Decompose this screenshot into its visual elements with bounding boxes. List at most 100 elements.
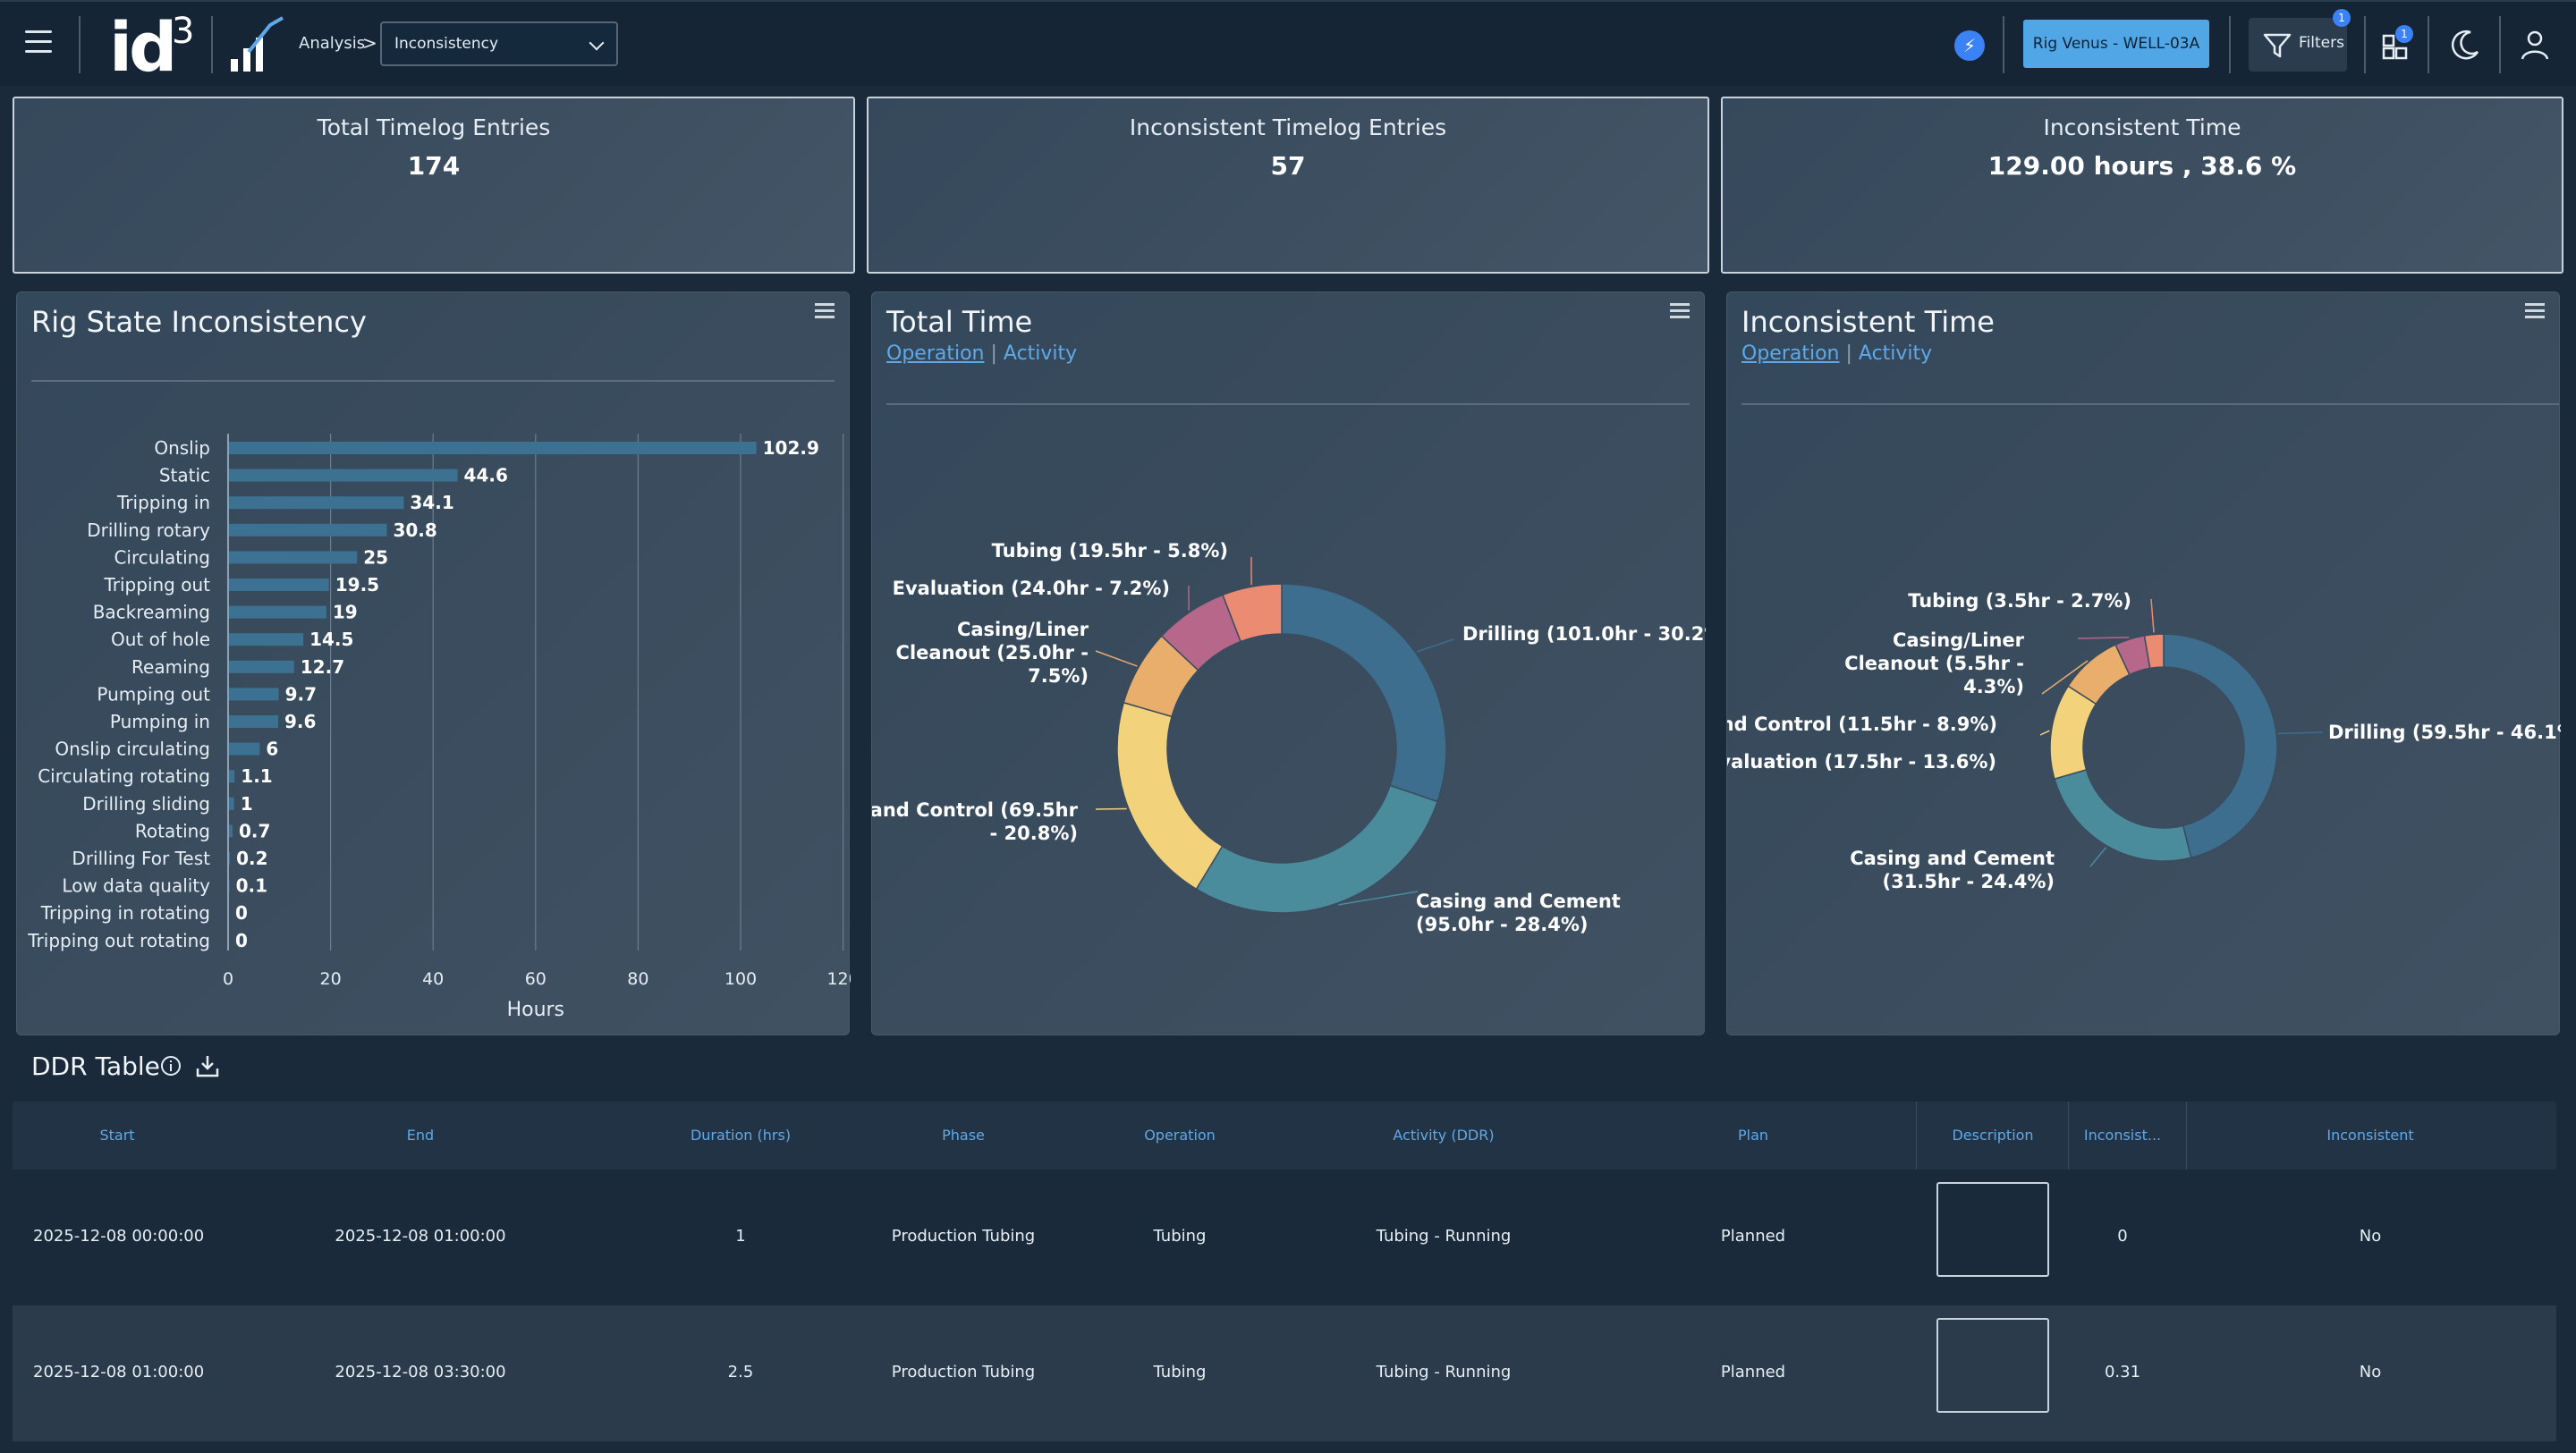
column-header[interactable]: Operation (1144, 1127, 1216, 1144)
bar[interactable] (229, 660, 294, 673)
slice-label: Casing and Cement (31.5hr - 24.4%) (1850, 848, 2055, 892)
column-header[interactable]: Duration (hrs) (690, 1127, 792, 1144)
chevron-down-icon (589, 35, 605, 51)
operation-link[interactable]: Operation (1741, 342, 1840, 365)
x-tick-label: 80 (627, 969, 648, 989)
dark-mode-moon-icon[interactable] (2447, 27, 2483, 63)
column-header[interactable]: Description (1952, 1127, 2034, 1144)
header-divider (2499, 16, 2501, 73)
bar-value-label: 1.1 (241, 765, 272, 787)
column-header[interactable]: Phase (942, 1127, 985, 1144)
column-separator[interactable] (2068, 1102, 2069, 1170)
total-time-donut-chart: Drilling (101.0hr - 30.2%) Casing and Cem… (872, 540, 1706, 935)
table-cell: Tubing - Running (1376, 1227, 1512, 1246)
column-header[interactable]: Activity (DDR) (1393, 1127, 1495, 1144)
donut-slice[interactable] (1222, 583, 1283, 643)
rig-selector-button[interactable]: Rig Venus - WELL-03A (2023, 20, 2209, 68)
bar[interactable] (229, 715, 279, 728)
activity-link[interactable]: Activity (1003, 342, 1078, 365)
bar[interactable] (229, 742, 260, 756)
bar[interactable] (229, 523, 387, 536)
table-cell: 0 (2117, 1227, 2128, 1246)
bar-value-label: 30.8 (393, 520, 436, 541)
bar-value-label: 0 (235, 930, 248, 951)
kpi-inconsistent-time: Inconsistent Time 129.00 hours , 38.6 % (1721, 97, 2563, 274)
filters-label: Filters (2299, 34, 2344, 52)
kpi-total-timelog-entries: Total Timelog Entries 174 (13, 97, 855, 274)
kpi-title: Inconsistent Timelog Entries (1129, 114, 1447, 140)
bar[interactable] (229, 770, 235, 783)
column-separator[interactable] (1916, 1102, 1917, 1170)
bar-value-label: 14.5 (309, 629, 353, 650)
chart-menu-icon[interactable] (2525, 303, 2545, 318)
inconsistent-time-donut-chart: Drilling (59.5hr - 46.1%) Casing and Ceme… (1727, 590, 2561, 892)
column-separator[interactable] (2186, 1102, 2187, 1170)
table-row[interactable]: 2025-12-08 01:00:00 2025-12-08 03:30:00 2.… (13, 1305, 2556, 1441)
rig-state-panel: 020406080100120HoursOnslip102.9Static44.… (16, 291, 851, 1035)
table-cell: Production Tubing (891, 1227, 1036, 1246)
lightning-icon[interactable]: ⚡ (1954, 30, 1985, 61)
donut-slice[interactable] (1116, 701, 1224, 891)
description-field[interactable] (1936, 1182, 2049, 1277)
chart-menu-icon[interactable] (815, 303, 835, 318)
slice-label: Drilling (59.5hr - 46.1%) (2328, 722, 2561, 743)
x-tick-label: 100 (724, 969, 757, 989)
donut-slice[interactable] (2163, 633, 2278, 859)
operation-link[interactable]: Operation (886, 342, 985, 365)
user-profile-icon[interactable] (2517, 27, 2553, 63)
x-tick-label: 120 (826, 969, 851, 989)
donut-slice[interactable] (2054, 768, 2192, 862)
bar[interactable] (229, 579, 329, 591)
donut-slice[interactable] (1281, 583, 1447, 803)
slice-label: Sand Control (11.5hr - 8.9%) (1727, 714, 1997, 735)
bar[interactable] (229, 824, 233, 838)
column-header[interactable]: Inconsist... (2083, 1127, 2162, 1144)
table-row[interactable]: 2025-12-08 00:00:00 2025-12-08 01:00:00 1 P… (13, 1170, 2556, 1305)
table-cell: No (2359, 1363, 2382, 1381)
bar[interactable] (229, 496, 404, 510)
table-cell: Tubing - Running (1376, 1363, 1512, 1381)
donut-slice[interactable] (2143, 633, 2165, 670)
bar[interactable] (229, 605, 326, 619)
panel-title: Rig State Inconsistency (31, 305, 367, 339)
analytics-logo-icon (231, 16, 284, 72)
filters-button[interactable]: Filters (2249, 18, 2347, 72)
donut-slice[interactable] (1195, 784, 1439, 914)
bar-value-label: 6 (266, 739, 278, 760)
activity-link[interactable]: Activity (1858, 342, 1933, 365)
column-header[interactable]: End (406, 1127, 435, 1144)
table-cell: 2025-12-08 01:00:00 (335, 1227, 506, 1246)
chart-menu-icon[interactable] (1670, 303, 1690, 318)
y-category-label: Drilling rotary (87, 520, 210, 541)
column-header[interactable]: Plan (1737, 1127, 1769, 1144)
column-header[interactable]: Inconsistent (2326, 1127, 2414, 1144)
kpi-title: Inconsistent Time (2043, 114, 2241, 140)
hamburger-menu-icon[interactable] (25, 30, 52, 54)
description-field[interactable] (1936, 1318, 2049, 1413)
bar[interactable] (229, 688, 279, 701)
bar-value-label: 9.6 (284, 711, 316, 732)
app-logo-superscript: 3 (172, 11, 195, 52)
table-cell: Planned (1720, 1363, 1786, 1381)
slice-label: Tubing (19.5hr - 5.8%) (992, 540, 1228, 562)
apps-grid-icon[interactable] (2379, 27, 2415, 63)
bar[interactable] (229, 551, 358, 564)
leader-line (2041, 660, 2089, 695)
group-by-links: Operation | Activity (886, 342, 1077, 365)
y-category-label: Rotating (135, 820, 210, 841)
bar[interactable] (229, 852, 231, 865)
bar[interactable] (229, 469, 458, 482)
y-category-label: Tripping in (116, 492, 210, 513)
download-icon[interactable] (195, 1053, 220, 1078)
info-icon[interactable] (160, 1055, 182, 1077)
column-header[interactable]: Start (99, 1127, 135, 1144)
bar[interactable] (229, 879, 230, 892)
bar-value-label: 34.1 (410, 492, 453, 513)
breadcrumb-analysis[interactable]: Analysis (299, 34, 366, 53)
bar[interactable] (229, 442, 757, 454)
view-select[interactable]: Inconsistency (380, 21, 618, 66)
bar[interactable] (229, 797, 234, 810)
header-divider (2003, 16, 2004, 73)
table-cell: Tubing (1153, 1227, 1207, 1246)
bar[interactable] (229, 633, 304, 646)
